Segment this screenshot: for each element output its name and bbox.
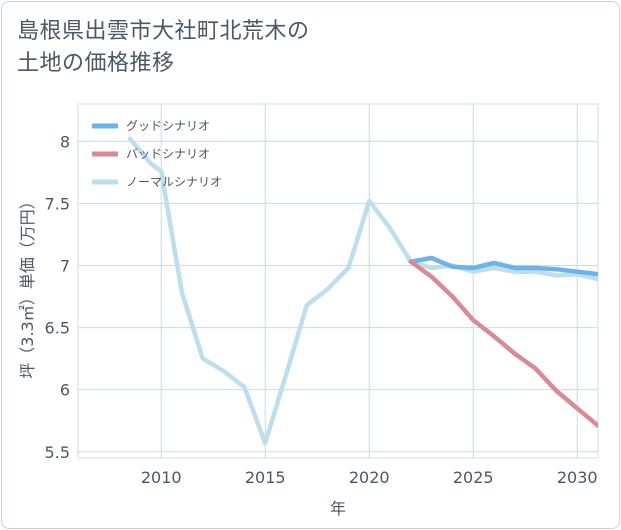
x-tick-label: 2025: [453, 468, 494, 487]
x-tick-label: 2010: [141, 468, 182, 487]
y-tick-label: 6: [60, 381, 70, 400]
series-line-1: [408, 259, 598, 428]
x-tick-label: 2030: [557, 468, 598, 487]
chart-title-line-1: 島根県出雲市大社町北荒木の: [17, 19, 310, 44]
series-lines: [127, 136, 598, 446]
y-tick-label: 6.5: [45, 319, 70, 338]
y-tick-label: 7: [60, 256, 70, 275]
series-line-0: [408, 255, 598, 277]
y-tick-label: 7.5: [45, 194, 70, 213]
y-axis-title: 坪（3.3㎡）単価（万円）: [18, 193, 37, 378]
chart-title-line-2: 土地の価格推移: [17, 51, 175, 76]
x-tick-label: 2015: [245, 468, 286, 487]
x-axis-title: 年: [330, 499, 346, 518]
legend-label-1: バッドシナリオ: [126, 147, 210, 161]
axes: 2010 2015 2020 2025 2030 5.5 6 6.5 7 7.5 8: [45, 132, 598, 487]
series-line-2: [127, 136, 598, 446]
x-tick-label: 2020: [349, 468, 390, 487]
grid-lines: [77, 103, 599, 459]
y-tick-label: 8: [60, 132, 70, 151]
y-tick-label: 5.5: [45, 443, 70, 462]
legend-label-2: ノーマルシナリオ: [126, 175, 222, 189]
chart-title: 島根県出雲市大社町北荒木の 土地の価格推移: [17, 16, 310, 80]
legend-label-0: グッドシナリオ: [126, 119, 210, 133]
